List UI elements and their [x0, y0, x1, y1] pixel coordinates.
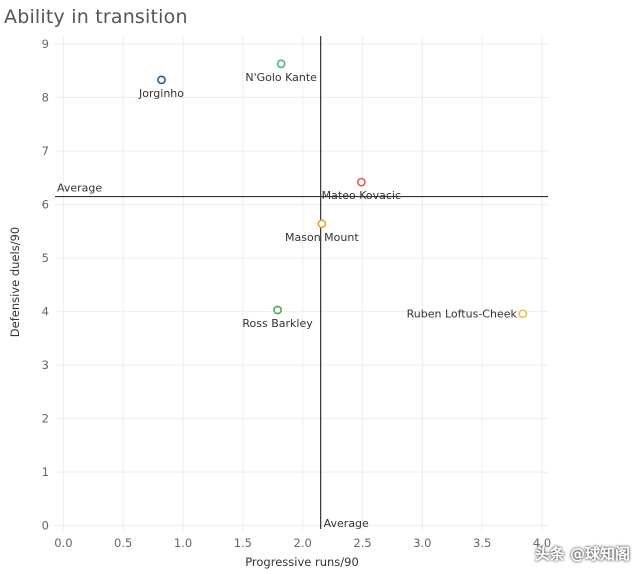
x-tick-label: 0.0: [54, 536, 72, 550]
x-tick-label: 2.0: [294, 536, 312, 550]
grid-lines: [55, 36, 548, 531]
x-tick-label: 4.0: [533, 536, 551, 550]
point-label-mateo-kovacic: Mateo Kovacic: [322, 189, 401, 202]
y-tick-label: 3: [42, 358, 49, 372]
y-tick-label: 9: [42, 37, 49, 51]
y-tick-label: 5: [42, 251, 49, 265]
point-n-golo-kante: [276, 59, 286, 69]
y-axis-label: Defensive duels/90: [8, 227, 22, 337]
y-tick-label: 1: [42, 465, 49, 479]
x-tick-label: 1.0: [174, 536, 192, 550]
x-tick-label: 2.5: [353, 536, 371, 550]
watermark: 头条 @球知阁: [534, 545, 630, 563]
point-ross-barkley: [273, 305, 282, 315]
point-ruben-loftus-cheek: [518, 309, 528, 319]
x-tick-label: 3.5: [473, 536, 491, 550]
point-mateo-kovacic: [356, 177, 366, 187]
point-label-jorginho: Jorginho: [138, 87, 184, 100]
y-tick-label: 4: [42, 305, 49, 319]
x-average-label: Average: [324, 517, 369, 530]
point-label-ruben-loftus-cheek: Ruben Loftus-Cheek: [407, 308, 518, 321]
point-label-n-golo-kante: N'Golo Kante: [245, 71, 317, 84]
point-label-ross-barkley: Ross Barkley: [242, 317, 313, 330]
x-axis-label: Progressive runs/90: [245, 555, 359, 569]
point-mason-mount: [317, 219, 327, 229]
y-tick-label: 0: [42, 519, 49, 533]
chart-title: Ability in transition: [4, 6, 188, 28]
y-tick-label: 7: [42, 144, 49, 158]
x-tick-label: 3.0: [413, 536, 431, 550]
point-label-mason-mount: Mason Mount: [285, 231, 359, 244]
x-tick-label: 1.5: [234, 536, 252, 550]
point-jorginho: [157, 75, 166, 85]
data-points: Jorginho N'Golo Kante Mateo Kovacic Mason M…: [138, 59, 528, 330]
y-tick-label: 6: [42, 198, 49, 212]
average-lines: Average Average: [55, 36, 548, 530]
x-tick-label: 0.5: [114, 536, 132, 550]
axes: 0.0 0.5 1.0 1.5 2.0 2.5 3.0 3.5 4.0 0 1 2 3 4 5 6 7 8 9: [42, 37, 551, 550]
y-tick-label: 2: [42, 412, 49, 426]
y-tick-label: 8: [42, 91, 49, 105]
y-average-label: Average: [57, 182, 102, 195]
